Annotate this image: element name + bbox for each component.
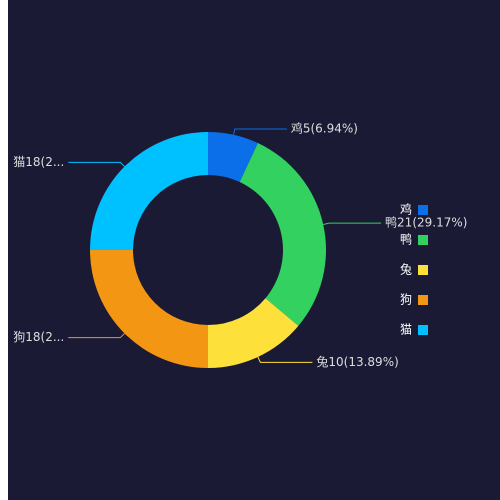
data-label: 狗18(2... — [13, 330, 64, 344]
background — [8, 0, 500, 500]
leader-line — [233, 128, 287, 135]
data-label: 鸡5(6.94%) — [291, 120, 358, 135]
legend-label: 猫 — [400, 323, 412, 337]
leader-line — [257, 356, 313, 363]
donut-slice — [208, 132, 258, 183]
data-label: 鸭21(29.17%) — [385, 216, 467, 230]
donut-slice — [90, 132, 208, 250]
legend-label: 狗 — [400, 293, 412, 307]
donut-slice — [239, 143, 326, 326]
donut-slice — [208, 298, 299, 368]
data-label: 兔10(13.89%) — [316, 354, 398, 369]
leader-line — [68, 161, 125, 167]
legend-swatch — [418, 325, 428, 335]
legend-label: 鸭 — [400, 233, 412, 247]
legend-label: 兔 — [400, 262, 412, 277]
legend-swatch — [418, 265, 428, 275]
legend-label: 鸡 — [400, 202, 412, 217]
legend-swatch — [418, 205, 428, 215]
legend-swatch — [418, 235, 428, 245]
donut-slice — [90, 250, 208, 368]
leader-line — [323, 222, 382, 225]
data-label: 猫18(2... — [13, 155, 64, 169]
legend-swatch — [418, 295, 428, 305]
leader-line — [68, 333, 125, 339]
